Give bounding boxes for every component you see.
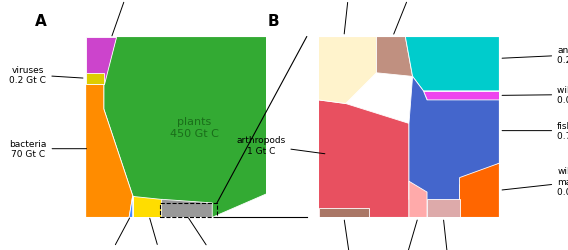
Text: fish
0.7 Gt C: fish 0.7 Gt C [502, 122, 568, 141]
Text: molluscs
0.2 Gt C: molluscs 0.2 Gt C [329, 0, 369, 35]
Text: animals
2 Gt C: animals 2 Gt C [189, 218, 233, 250]
Polygon shape [423, 92, 499, 100]
Text: fungi
12 Gt C: fungi 12 Gt C [145, 218, 178, 250]
Text: arthropods
1 Gt C: arthropods 1 Gt C [236, 136, 325, 155]
Polygon shape [409, 77, 499, 218]
Text: protists
4 Gt C: protists 4 Gt C [90, 218, 130, 250]
Polygon shape [377, 38, 412, 77]
Polygon shape [133, 196, 162, 218]
Polygon shape [460, 164, 499, 218]
Text: wild
mammals
0.007 Gt C: wild mammals 0.007 Gt C [502, 167, 568, 196]
Text: archaea
7 Gt C: archaea 7 Gt C [111, 0, 147, 37]
Polygon shape [129, 196, 133, 218]
Polygon shape [319, 208, 369, 218]
Text: bacteria
70 Gt C: bacteria 70 Gt C [9, 140, 86, 159]
Polygon shape [406, 38, 499, 92]
Text: plants
450 Gt C: plants 450 Gt C [170, 117, 219, 138]
Polygon shape [162, 200, 212, 218]
Text: humans
0.06 Gt C: humans 0.06 Gt C [427, 220, 470, 250]
Polygon shape [86, 38, 116, 84]
Text: annelids
0.2 Gt C: annelids 0.2 Gt C [502, 46, 568, 65]
Polygon shape [319, 38, 377, 104]
Text: viruses
0.2 Gt C: viruses 0.2 Gt C [10, 66, 83, 85]
Polygon shape [86, 84, 133, 217]
Polygon shape [319, 100, 409, 218]
Text: nematodes
0.02 Gt C: nematodes 0.02 Gt C [387, 0, 438, 35]
Polygon shape [86, 74, 104, 84]
Text: A: A [35, 14, 47, 28]
Text: wild birds
0.002 Gt C: wild birds 0.002 Gt C [502, 86, 568, 105]
Polygon shape [427, 200, 460, 218]
Text: B: B [268, 14, 279, 28]
Text: livestock
0.1 Gt C: livestock 0.1 Gt C [383, 220, 424, 250]
Text: cnidarians
0.1 Gt C: cnidarians 0.1 Gt C [328, 220, 374, 250]
Polygon shape [409, 182, 427, 218]
Polygon shape [104, 38, 266, 218]
